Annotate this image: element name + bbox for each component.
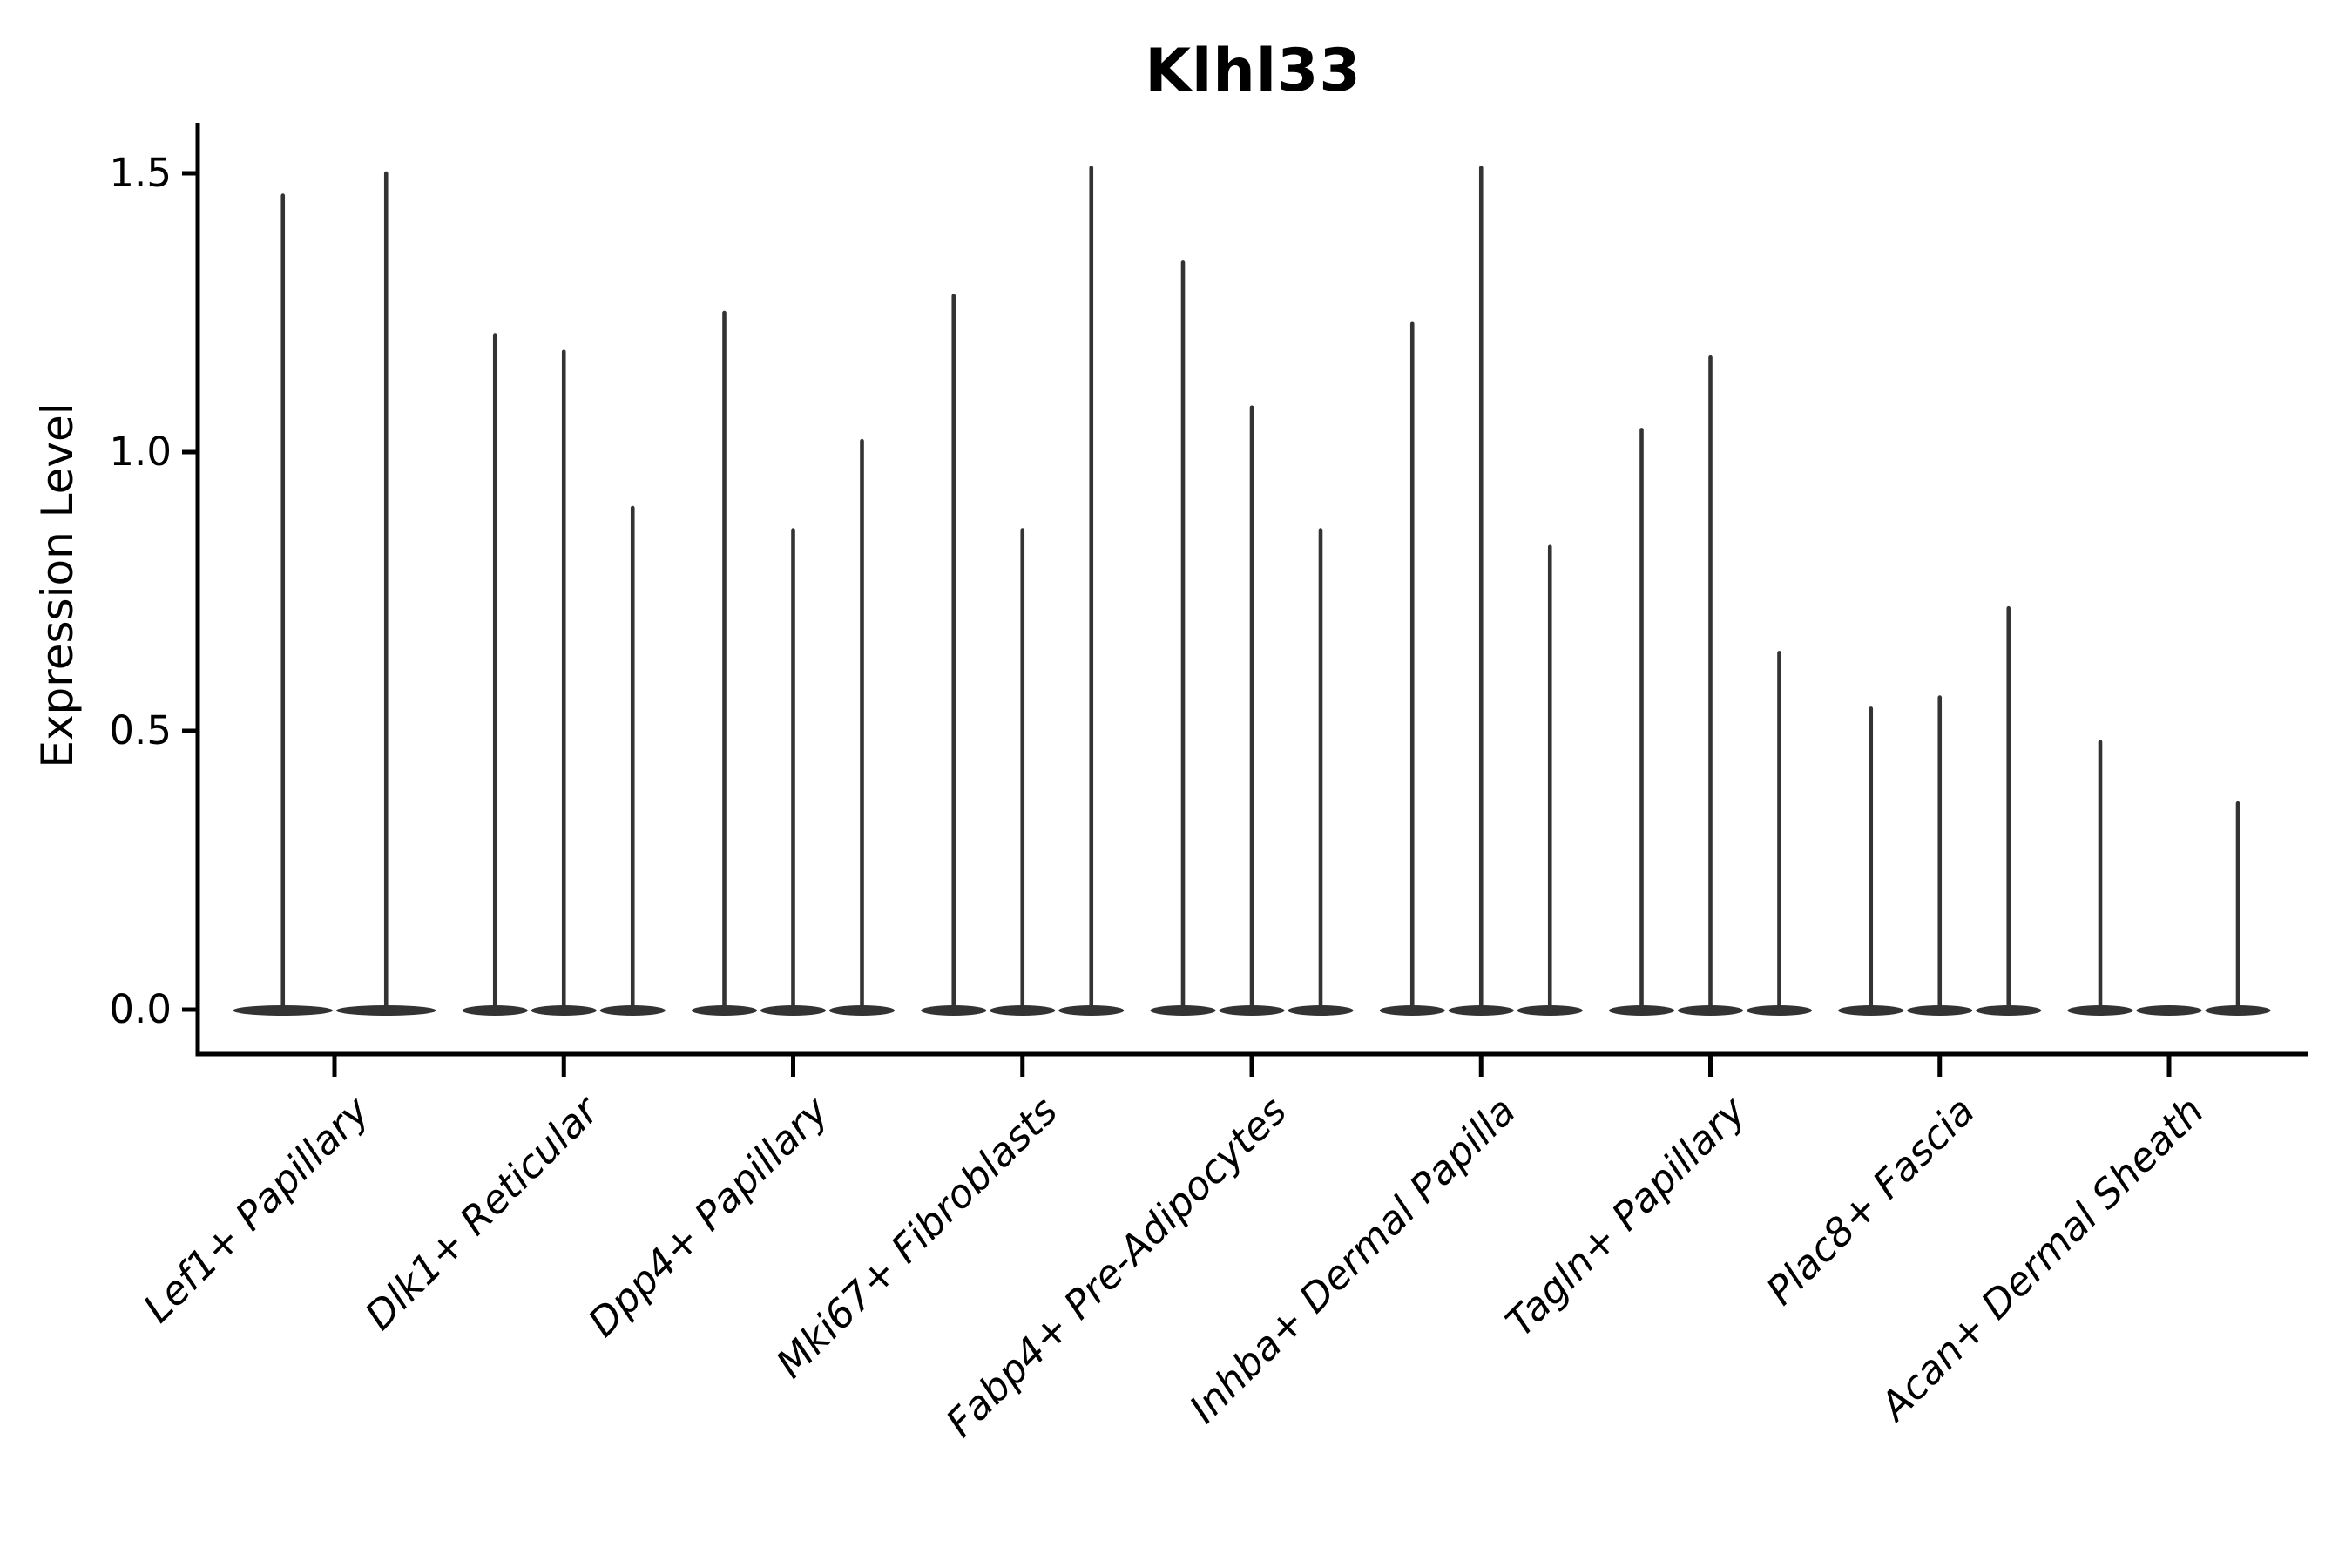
y-tick-label: 1.0 bbox=[109, 429, 172, 475]
y-tick-label: 1.5 bbox=[109, 150, 172, 196]
y-tick-label: 0.0 bbox=[109, 986, 172, 1032]
y-tick-label: 0.5 bbox=[109, 707, 172, 754]
plot-title: Klhl33 bbox=[1145, 37, 1362, 105]
violin-base bbox=[2136, 1005, 2202, 1016]
